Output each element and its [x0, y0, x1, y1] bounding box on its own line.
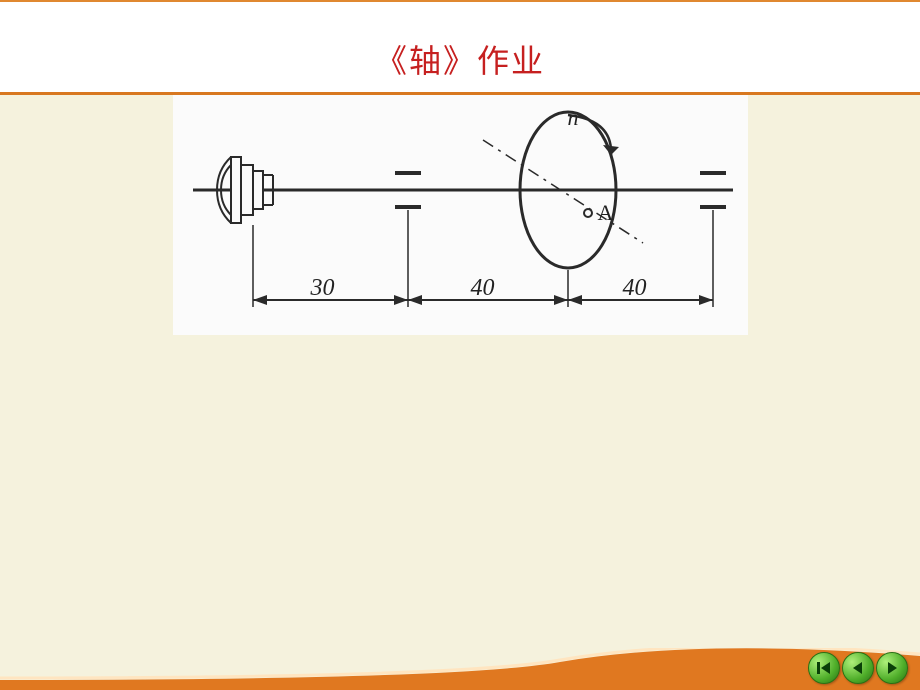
- dim-label-2: 40: [471, 275, 495, 302]
- rotation-label: n: [568, 105, 579, 131]
- first-icon: [816, 660, 832, 676]
- nav-buttons: [808, 652, 908, 684]
- nav-prev-button[interactable]: [842, 652, 874, 684]
- top-bar: [0, 0, 920, 30]
- nav-next-button[interactable]: [876, 652, 908, 684]
- nav-first-button[interactable]: [808, 652, 840, 684]
- prev-icon: [850, 660, 866, 676]
- diagram-svg: [173, 95, 748, 335]
- page-title: 《轴》作业: [0, 36, 920, 82]
- dim-label-1: 30: [311, 275, 335, 302]
- next-icon: [884, 660, 900, 676]
- shaft-diagram: 30 40 40 n A: [173, 95, 748, 335]
- footer-curve: [0, 648, 920, 690]
- title-area: 《轴》作业: [0, 30, 920, 95]
- point-a-label: A: [598, 200, 614, 226]
- footer-bar: [0, 648, 920, 690]
- dim-label-3: 40: [623, 275, 647, 302]
